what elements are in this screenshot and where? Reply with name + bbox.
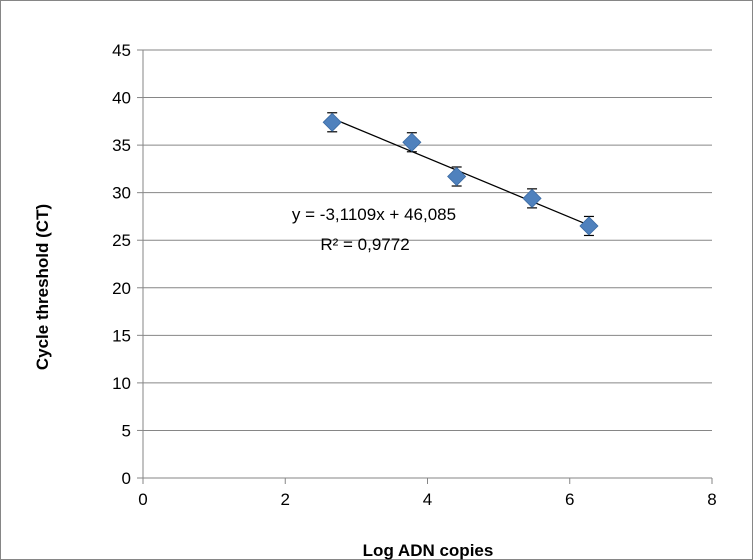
x-tick-label-2: 2 [281,490,290,509]
y-tick-label-40: 40 [112,89,131,108]
data-point-0 [322,112,342,132]
grid-lines [143,49,712,431]
tick-labels: 0 5 10 15 20 25 30 35 40 45 0 2 4 6 8 [112,41,717,509]
data-points [322,112,599,237]
y-tick-label-30: 30 [112,184,131,203]
y-tick-label-10: 10 [112,374,131,393]
y-tick-label-15: 15 [112,326,131,345]
y-tick-label-5: 5 [122,421,131,440]
x-tick-label-6: 6 [565,490,574,509]
trendline-equation: y = -3,1109x + 46,085 [292,205,456,224]
data-point-1 [402,132,422,152]
y-tick-label-35: 35 [112,136,131,155]
x-tick-label-0: 0 [138,490,147,509]
data-point-4 [579,216,599,236]
data-point-3 [522,188,542,208]
r-squared-label: R² = 0,9772 [320,235,409,254]
y-tick-label-25: 25 [112,231,131,250]
x-axis-title: Log ADN copies [363,541,494,560]
x-tick-label-4: 4 [423,490,432,509]
y-tick-label-20: 20 [112,279,131,298]
y-tick-label-45: 45 [112,41,131,60]
x-tick-label-8: 8 [707,490,716,509]
data-point-2 [447,166,467,187]
axes [137,49,713,484]
y-tick-label-0: 0 [122,469,131,488]
y-axis-title: Cycle threshold (CT) [33,204,52,370]
